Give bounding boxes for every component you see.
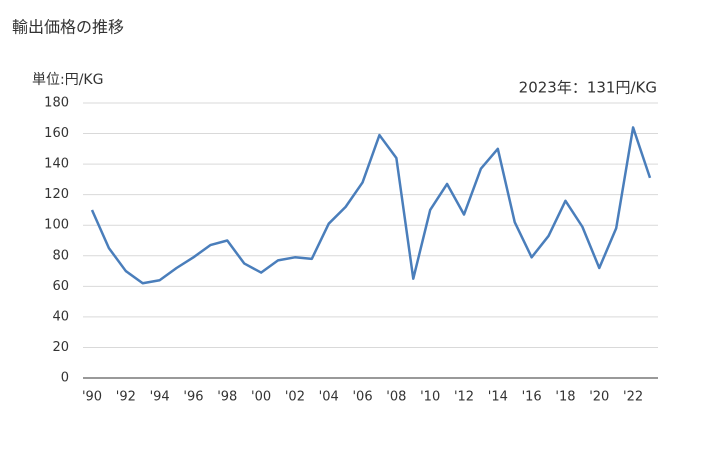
x-tick-label: '06 xyxy=(352,390,372,405)
x-tick-label: '94 xyxy=(150,390,170,405)
line-series xyxy=(90,126,652,285)
chart-title: 輸出価格の推移 xyxy=(12,18,124,37)
x-tick-label: '18 xyxy=(555,390,575,405)
x-tick-label: '22 xyxy=(623,390,643,405)
y-tick-label: 20 xyxy=(52,340,69,355)
x-tick-label: '00 xyxy=(251,390,271,405)
y-tick-label: 40 xyxy=(52,309,69,324)
x-tick-label: '92 xyxy=(116,390,136,405)
x-tick-label: '14 xyxy=(488,390,508,405)
x-tick-label: '04 xyxy=(319,390,339,405)
annotation: 2023年：131円/KG xyxy=(519,79,657,97)
y-tick-label: 120 xyxy=(44,187,69,202)
x-tick-label: '12 xyxy=(454,390,474,405)
y-tick-label: 80 xyxy=(52,248,69,263)
y-tick-label: 160 xyxy=(44,126,69,141)
y-tick-label: 140 xyxy=(44,157,69,172)
unit-label: 単位:円/KG xyxy=(32,72,103,88)
x-tick-label: '10 xyxy=(420,390,440,405)
y-tick-label: 100 xyxy=(44,218,69,233)
y-tick-label: 0 xyxy=(61,371,69,386)
x-tick-label: '98 xyxy=(217,390,237,405)
x-tick-label: '96 xyxy=(183,390,203,405)
x-tick-label: '16 xyxy=(522,390,542,405)
y-tick-label: 180 xyxy=(44,96,69,111)
y-tick-label: 60 xyxy=(52,279,69,294)
x-tick-label: '08 xyxy=(386,390,406,405)
x-tick-label: '20 xyxy=(589,390,609,405)
x-tick-label: '02 xyxy=(285,390,305,405)
x-tick-label: '90 xyxy=(82,390,102,405)
